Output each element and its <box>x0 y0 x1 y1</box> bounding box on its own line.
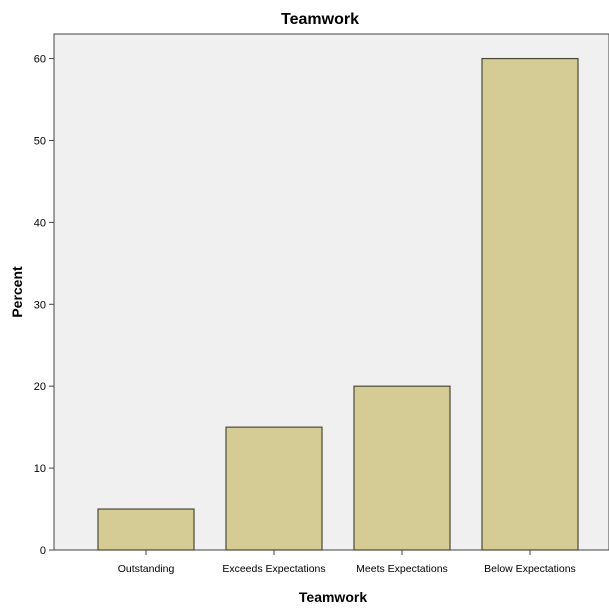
x-tick-label: Meets Expectations <box>356 563 448 575</box>
y-tick-label: 40 <box>34 217 46 229</box>
x-axis: Outstanding Exceeds Expectations Meets Exp… <box>118 550 576 575</box>
bar <box>353 385 451 551</box>
chart-title: Teamwork <box>281 11 359 28</box>
x-tick-label: Outstanding <box>118 563 175 575</box>
y-axis: 0 10 20 30 40 50 60 <box>34 54 54 557</box>
bars <box>97 57 579 551</box>
y-tick-label: 20 <box>34 381 46 393</box>
x-tick-label: Below Expectations <box>484 563 576 575</box>
y-tick-label: 50 <box>34 135 46 147</box>
x-axis-label: Teamwork <box>299 589 367 605</box>
y-tick-label: 0 <box>40 545 46 557</box>
y-tick-label: 10 <box>34 463 46 475</box>
bar <box>97 508 195 551</box>
bar <box>225 426 323 551</box>
x-tick-label: Exceeds Expectations <box>222 563 325 575</box>
bar <box>481 57 579 551</box>
y-tick-label: 60 <box>34 54 46 66</box>
y-tick-label: 30 <box>34 299 46 311</box>
y-axis-label: Percent <box>9 266 25 318</box>
